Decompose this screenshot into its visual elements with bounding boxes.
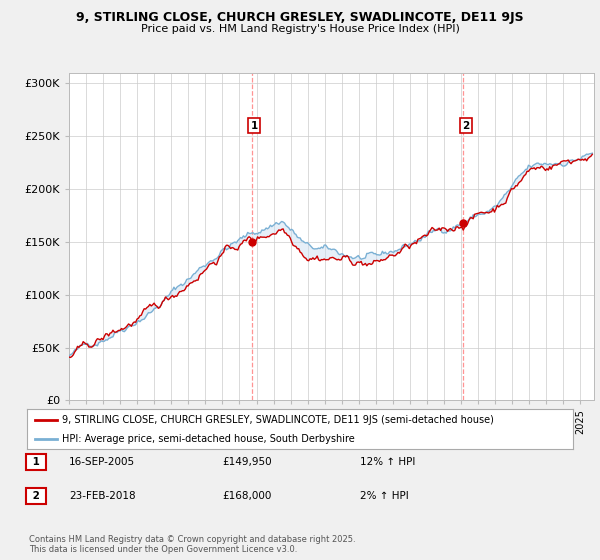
Text: 1: 1 bbox=[29, 457, 43, 467]
Text: 2: 2 bbox=[29, 491, 43, 501]
Text: 2: 2 bbox=[463, 120, 470, 130]
Text: 9, STIRLING CLOSE, CHURCH GRESLEY, SWADLINCOTE, DE11 9JS (semi-detached house): 9, STIRLING CLOSE, CHURCH GRESLEY, SWADL… bbox=[62, 415, 494, 424]
Text: £149,950: £149,950 bbox=[222, 457, 272, 467]
Text: 16-SEP-2005: 16-SEP-2005 bbox=[69, 457, 135, 467]
Text: Contains HM Land Registry data © Crown copyright and database right 2025.
This d: Contains HM Land Registry data © Crown c… bbox=[29, 535, 355, 554]
Text: 2% ↑ HPI: 2% ↑ HPI bbox=[360, 491, 409, 501]
Text: 23-FEB-2018: 23-FEB-2018 bbox=[69, 491, 136, 501]
Text: HPI: Average price, semi-detached house, South Derbyshire: HPI: Average price, semi-detached house,… bbox=[62, 434, 355, 444]
Text: 9, STIRLING CLOSE, CHURCH GRESLEY, SWADLINCOTE, DE11 9JS: 9, STIRLING CLOSE, CHURCH GRESLEY, SWADL… bbox=[76, 11, 524, 24]
Text: 1: 1 bbox=[250, 120, 258, 130]
Text: 12% ↑ HPI: 12% ↑ HPI bbox=[360, 457, 415, 467]
Text: £168,000: £168,000 bbox=[222, 491, 271, 501]
Text: Price paid vs. HM Land Registry's House Price Index (HPI): Price paid vs. HM Land Registry's House … bbox=[140, 24, 460, 34]
